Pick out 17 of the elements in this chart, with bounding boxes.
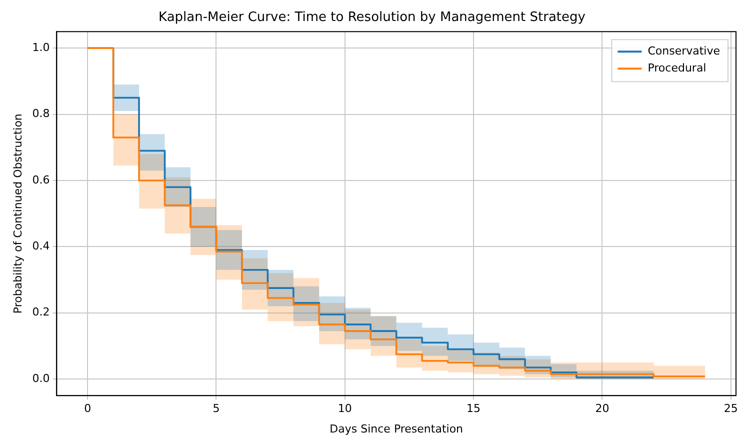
y-tick-label: 0.0 [32, 372, 50, 385]
x-tick-label: 25 [724, 402, 738, 416]
x-tick-label: 5 [212, 402, 220, 416]
y-tick-label: 0.6 [32, 173, 50, 186]
y-tick-label: 1.0 [32, 41, 50, 54]
chart-title: Kaplan-Meier Curve: Time to Resolution by Management Strategy [158, 10, 586, 26]
y-tick-label: 0.2 [32, 306, 50, 319]
x-tick-label: 0 [84, 402, 92, 416]
y-axis-title: Probability of Continued Obstruction [11, 114, 24, 314]
legend-label: Conservative [648, 44, 720, 58]
x-axis-title: Days Since Presentation [330, 422, 464, 436]
x-tick-label: 20 [595, 402, 610, 416]
x-tick-label: 15 [466, 402, 481, 416]
x-tick-label: 10 [338, 402, 352, 416]
legend-label: Procedural [648, 61, 706, 74]
y-tick-label: 0.4 [32, 240, 50, 253]
y-tick-label: 0.8 [32, 107, 50, 120]
